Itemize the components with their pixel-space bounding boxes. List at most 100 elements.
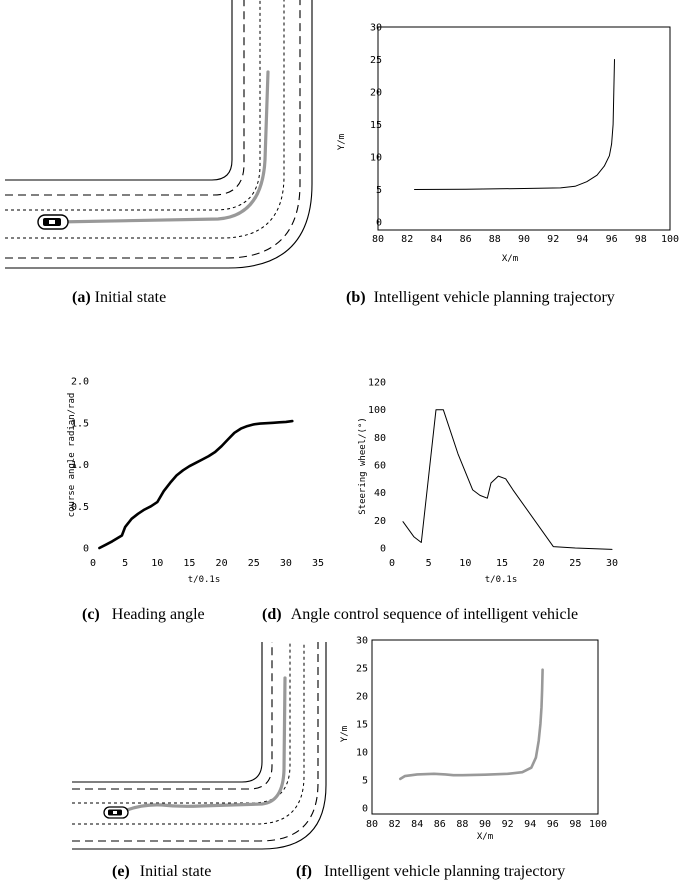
y-tick-label: 25 — [356, 664, 368, 675]
road-lane-divider-e4 — [72, 642, 319, 842]
x-tick-label: 80 — [366, 819, 378, 830]
y-tick-label: 40 — [374, 488, 386, 499]
x-tick-label: 20 — [533, 558, 545, 569]
y-tick-label: 0 — [376, 218, 382, 229]
x-tick-label: 0 — [90, 558, 96, 569]
y-tick-labels-c: 0 0.5 1.0 1.5 2.0 — [71, 377, 89, 555]
x-tick-label: 100 — [661, 234, 679, 245]
y-tick-label: 120 — [368, 378, 386, 389]
caption-d-letter: (d) — [262, 606, 282, 623]
x-tick-labels-b: 80 82 84 86 88 90 92 94 96 98 100 — [372, 234, 679, 245]
x-tick-label: 96 — [606, 234, 618, 245]
caption-e-letter: (e) — [112, 863, 130, 880]
caption-d: (d) Angle control sequence of intelligen… — [262, 606, 578, 623]
trajectory-chart-b: 80 82 84 86 88 90 92 94 96 98 100 0 5 10 15 20 25 30 X/m… — [337, 23, 679, 265]
y-tick-label: 5 — [376, 185, 382, 196]
x-tick-label: 88 — [456, 819, 468, 830]
x-tick-label: 94 — [576, 234, 588, 245]
x-tick-label: 92 — [502, 819, 514, 830]
y-tick-label: 0 — [362, 804, 368, 815]
caption-e-text: Initial state — [140, 863, 212, 880]
vehicle-icon — [37, 214, 69, 230]
x-tick-labels-c: 0 5 10 15 20 25 30 35 — [90, 558, 324, 569]
caption-c: (c) Heading angle — [82, 606, 205, 623]
x-tick-label: 5 — [426, 558, 432, 569]
x-tick-label: 15 — [183, 558, 195, 569]
x-tick-label: 15 — [496, 558, 508, 569]
y-axis-label-f: Y/m — [340, 726, 350, 742]
y-tick-label: 30 — [356, 636, 368, 647]
steering-chart-d: 0 5 10 15 20 25 30 0 20 40 60 80 100 120 t/0.1s Stee… — [358, 378, 618, 586]
y-axis-label-c: course angle radian/rad — [67, 393, 77, 518]
y-tick-label: 10 — [370, 153, 382, 164]
y-tick-label: 15 — [356, 720, 368, 731]
x-tick-label: 84 — [430, 234, 442, 245]
x-tick-label: 80 — [372, 234, 384, 245]
caption-c-text: Heading angle — [112, 606, 205, 623]
road-inner-boundary-a — [5, 0, 233, 181]
caption-b-letter: (b) — [346, 289, 366, 306]
y-tick-labels-f: 0 5 10 15 20 25 30 — [356, 636, 368, 815]
planned-trajectory-e — [120, 676, 287, 814]
y-tick-label: 5 — [362, 776, 368, 787]
road-outer-boundary-e — [72, 642, 327, 850]
y-tick-label: 1.0 — [71, 460, 89, 471]
road-lane-divider-a3 — [5, 0, 285, 239]
y-axis-label-b: Y/m — [337, 134, 347, 150]
y-tick-labels-b: 0 5 10 15 20 25 30 — [370, 23, 382, 229]
x-axis-label-b: X/m — [502, 254, 518, 264]
x-tick-label: 82 — [401, 234, 413, 245]
x-tick-label: 84 — [411, 819, 423, 830]
y-tick-label: 1.5 — [71, 418, 89, 429]
y-tick-label: 15 — [370, 120, 382, 131]
x-tick-label: 98 — [635, 234, 647, 245]
series-group-b — [414, 59, 615, 190]
y-tick-label: 20 — [356, 692, 368, 703]
y-tick-label: 30 — [370, 23, 382, 34]
road-outer-boundary-a — [5, 0, 313, 269]
x-tick-label: 100 — [589, 819, 607, 830]
x-axis-label-d: t/0.1s — [485, 575, 518, 585]
caption-a: (a) Initial state — [72, 289, 166, 306]
caption-f-text: Intelligent vehicle planning trajectory — [324, 863, 565, 880]
x-axis-label-c: t/0.1s — [188, 575, 221, 585]
y-tick-label: 0.5 — [71, 502, 89, 513]
road-lane-divider-e2 — [72, 642, 291, 804]
x-tick-label: 10 — [459, 558, 471, 569]
series-group-c — [98, 419, 294, 550]
y-tick-label: 60 — [374, 461, 386, 472]
caption-e: (e) Initial state — [112, 863, 211, 880]
x-tick-labels-d: 0 5 10 15 20 25 30 — [389, 558, 618, 569]
caption-c-letter: (c) — [82, 606, 100, 623]
x-tick-label: 30 — [606, 558, 618, 569]
series-line — [414, 59, 615, 190]
heading-angle-chart-c: 0 5 10 15 20 25 30 35 0 0.5 1.0 1.5 2.0 t/0.1s cour… — [67, 377, 324, 586]
y-axis-label-d: Steering wheel/(°) — [358, 417, 368, 515]
x-tick-label: 86 — [434, 819, 446, 830]
x-tick-label: 35 — [312, 558, 324, 569]
vehicle-icon — [103, 806, 129, 819]
caption-d-text: Angle control sequence of intelligent ve… — [291, 606, 578, 623]
planned-trajectory-a — [54, 70, 270, 224]
trajectory-chart-f: 80 82 84 86 88 90 92 94 96 98 100 0 5 10 15 20 25 30 X/m… — [340, 636, 607, 843]
x-tick-label: 94 — [524, 819, 536, 830]
y-tick-label: 10 — [356, 748, 368, 759]
series-group-d — [402, 409, 613, 550]
x-tick-labels-f: 80 82 84 86 88 90 92 94 96 98 100 — [366, 819, 607, 830]
y-tick-label: 0 — [83, 544, 89, 555]
y-tick-labels-d: 0 20 40 60 80 100 120 — [368, 378, 386, 555]
caption-f: (f) Intelligent vehicle planning traject… — [296, 863, 565, 880]
road-scene-e — [72, 642, 327, 850]
x-axis-label-f: X/m — [477, 832, 493, 842]
x-tick-label: 86 — [460, 234, 472, 245]
series-line — [399, 668, 544, 781]
road-lane-divider-a2 — [5, 0, 261, 211]
caption-f-letter: (f) — [296, 863, 312, 880]
road-scene-a — [5, 0, 313, 269]
road-lane-divider-a1 — [5, 0, 245, 196]
y-tick-label: 80 — [374, 433, 386, 444]
road-lane-divider-a4 — [5, 0, 301, 259]
x-tick-label: 20 — [216, 558, 228, 569]
x-tick-label: 88 — [489, 234, 501, 245]
